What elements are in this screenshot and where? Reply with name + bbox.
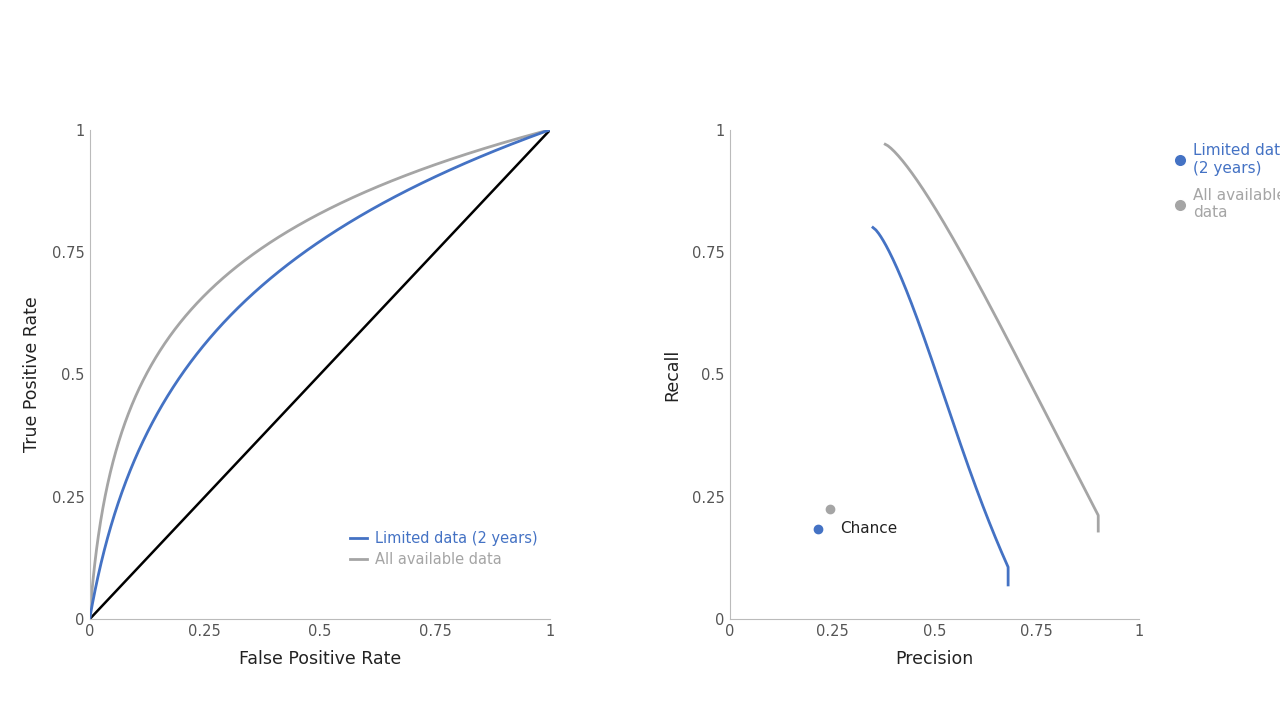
- Y-axis label: Recall: Recall: [663, 348, 681, 400]
- Legend: Limited data
(2 years), All available
data: Limited data (2 years), All available da…: [1167, 138, 1280, 227]
- Text: Chance: Chance: [840, 521, 897, 536]
- X-axis label: Precision: Precision: [895, 650, 974, 668]
- Y-axis label: True Positive Rate: True Positive Rate: [23, 297, 41, 452]
- Legend: Limited data (2 years), All available data: Limited data (2 years), All available da…: [344, 526, 543, 572]
- X-axis label: False Positive Rate: False Positive Rate: [239, 650, 401, 668]
